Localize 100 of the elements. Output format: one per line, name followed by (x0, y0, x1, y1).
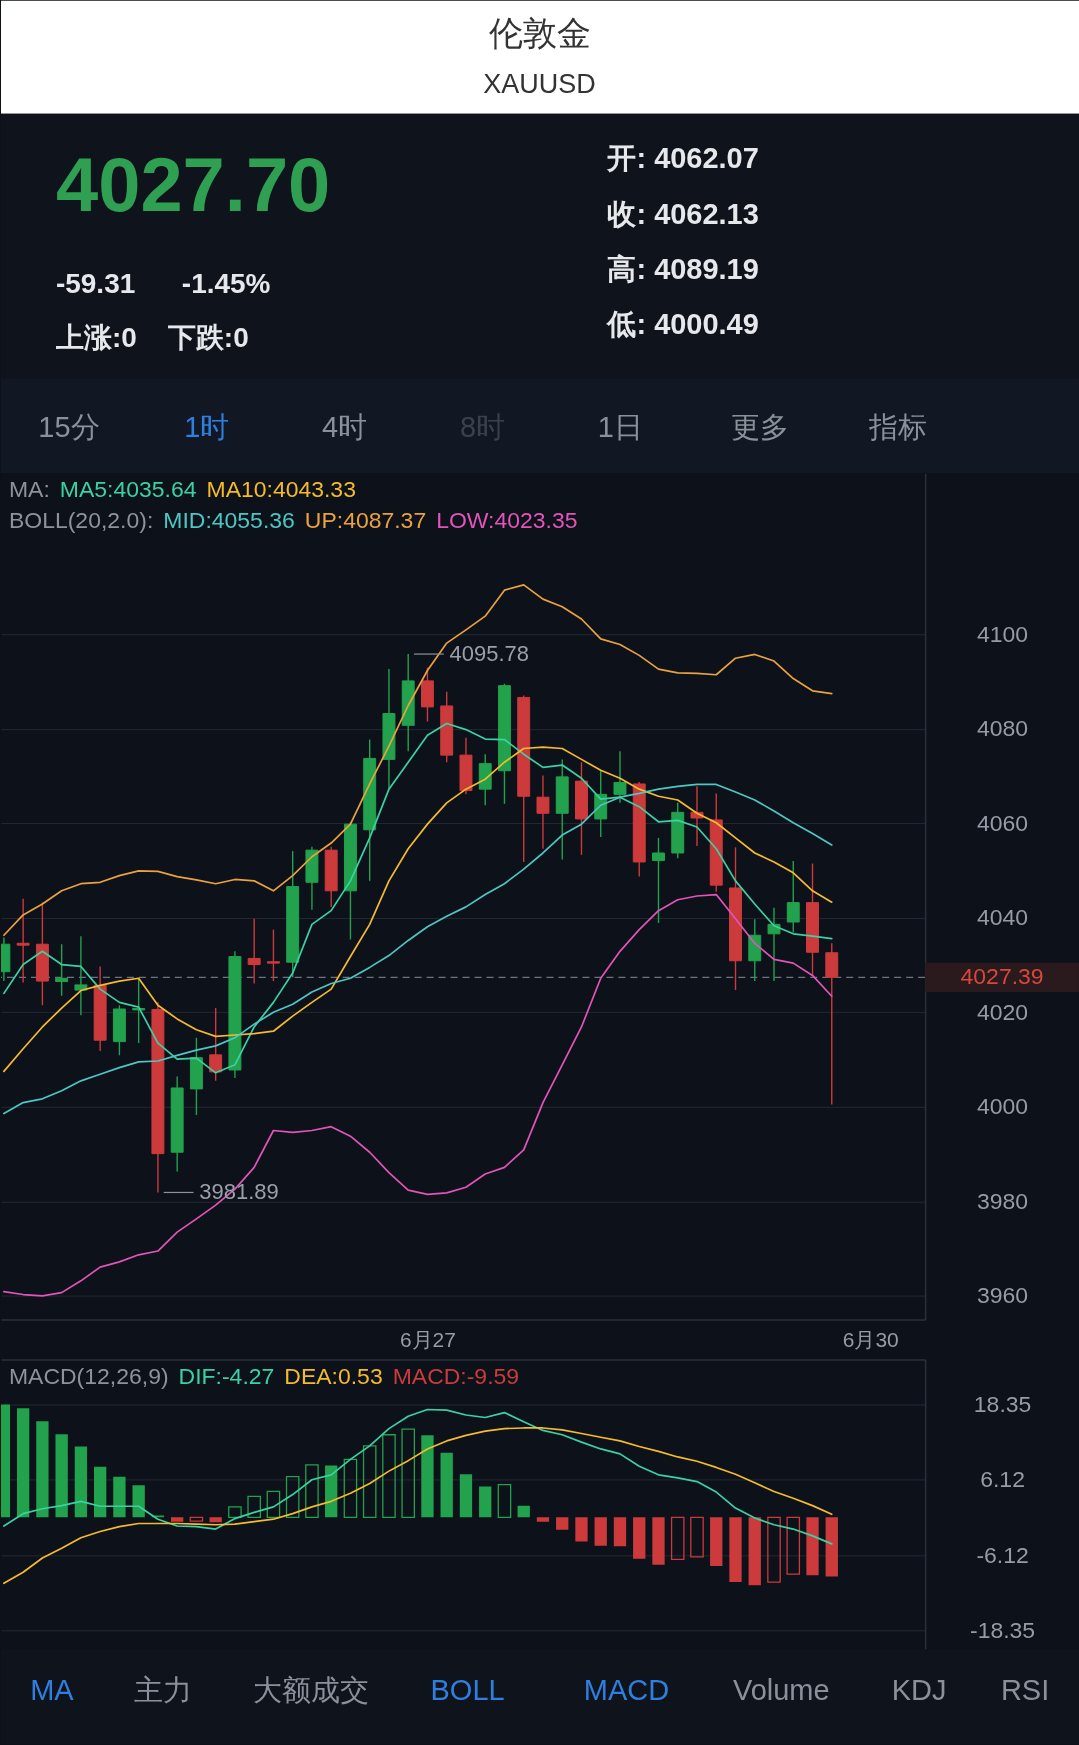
bar (93, 1466, 107, 1518)
text: KDJ (891, 1674, 947, 1707)
text: BOLL (430, 1674, 505, 1707)
bar (652, 1517, 665, 1565)
bar (16, 1408, 30, 1518)
bar (440, 1452, 453, 1518)
y-tick-label: 4020 (977, 998, 1029, 1025)
bar (633, 1517, 646, 1559)
bar (74, 1446, 88, 1518)
text: 4027.70 (55, 141, 331, 227)
candlestick (652, 837, 665, 924)
bar (55, 1434, 68, 1518)
bar (497, 1484, 512, 1519)
bar (690, 1516, 704, 1558)
bar (382, 1434, 396, 1519)
text: UP:4087.37 (304, 507, 427, 534)
bar (729, 1517, 742, 1583)
y-tick-label: 4040 (977, 904, 1029, 931)
bar (767, 1516, 781, 1583)
bar (594, 1517, 607, 1546)
y-tick-label: -6.12 (976, 1541, 1029, 1568)
y-tick-label: 3980 (977, 1187, 1029, 1214)
bar (710, 1517, 723, 1567)
bar (362, 1445, 377, 1519)
bar (228, 1506, 242, 1519)
bar (806, 1517, 819, 1576)
candlestick (16, 898, 30, 984)
text: MID:4055.36 (163, 507, 295, 534)
bar (575, 1517, 588, 1542)
text: 低: 4000.49 (606, 308, 759, 341)
text: Volume (732, 1674, 830, 1707)
text: 指标 (868, 411, 928, 444)
y-tick-label: -18.35 (970, 1616, 1036, 1643)
text: 主力 (133, 1674, 192, 1707)
text: MA (30, 1674, 75, 1707)
text: 高: 4089.19 (607, 252, 759, 285)
y-tick-label: 6.12 (980, 1466, 1025, 1493)
bar (36, 1421, 49, 1518)
text: 1时 (184, 411, 230, 444)
bar (670, 1516, 685, 1560)
candlestick (247, 918, 261, 985)
text: MA10:4043.33 (206, 476, 356, 503)
text: -1.45% (181, 267, 271, 299)
y-tick-label: 4080 (977, 715, 1029, 742)
y-tick-label: 3960 (977, 1282, 1029, 1309)
text: 4时 (322, 411, 368, 444)
annotation: 4095.78 (449, 641, 530, 667)
text: MACD (583, 1674, 670, 1707)
bar (825, 1517, 838, 1577)
bar (343, 1458, 358, 1519)
text: DIF:-4.27 (178, 1362, 275, 1389)
bar (247, 1495, 261, 1519)
text: LOW:4023.35 (436, 507, 578, 534)
text: 上涨:0 (54, 322, 137, 354)
y-tick-label: 18.35 (973, 1390, 1032, 1417)
text: XAUUSD (483, 68, 596, 99)
series-label: MACD:-9.59 (392, 1362, 520, 1389)
x-tick-label: 6月30 (842, 1328, 899, 1352)
bar (113, 1476, 126, 1518)
line-series (3, 1408, 833, 1545)
line-series (3, 783, 833, 1115)
text: 15分 (38, 411, 100, 444)
bar (171, 1517, 184, 1522)
bar (479, 1486, 492, 1518)
candlestick (767, 907, 781, 982)
bar (421, 1435, 434, 1518)
annotation: BOLL(20,2.0): (8, 507, 154, 534)
text: -59.31 (55, 267, 136, 299)
candlestick (132, 977, 146, 1044)
candlestick (786, 860, 800, 934)
bar (209, 1517, 222, 1523)
bar (266, 1490, 281, 1519)
bar (459, 1474, 473, 1518)
bar (517, 1505, 530, 1518)
bar (401, 1428, 416, 1519)
bar (132, 1485, 145, 1518)
text: RSI (1000, 1674, 1050, 1707)
bar (786, 1516, 801, 1575)
candlestick (536, 774, 550, 850)
candlestick (266, 928, 280, 982)
text: 收: 4062.13 (607, 197, 759, 230)
line-series (3, 584, 833, 937)
text: 1日 (597, 411, 643, 444)
x-tick-label: 6月27 (399, 1328, 456, 1352)
bar (536, 1517, 550, 1522)
bar (748, 1517, 761, 1586)
text: 4027.39 (960, 963, 1044, 990)
text: 伦敦金 (488, 13, 591, 52)
text: DEA:0.53 (284, 1362, 383, 1389)
text: 更多 (731, 411, 790, 444)
bar (556, 1517, 569, 1530)
text: 开: 4062.07 (606, 141, 759, 174)
candlestick (55, 943, 69, 997)
y-tick-label: 4060 (977, 809, 1029, 836)
annotation: MACD(12,26,9) (8, 1362, 169, 1389)
text: 下跌:0 (166, 322, 249, 354)
annotation: MA: (8, 476, 50, 503)
y-tick-label: 4100 (977, 620, 1029, 647)
line-series (3, 1427, 833, 1585)
bar (305, 1464, 319, 1519)
